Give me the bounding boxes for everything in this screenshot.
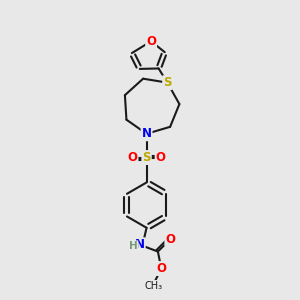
- Text: S: S: [163, 76, 172, 89]
- Text: O: O: [156, 151, 166, 164]
- Text: H: H: [129, 241, 138, 251]
- Text: N: N: [142, 127, 152, 140]
- Text: O: O: [165, 232, 175, 246]
- Text: CH₃: CH₃: [144, 280, 162, 290]
- Text: N: N: [135, 238, 145, 251]
- Text: O: O: [128, 151, 137, 164]
- Text: S: S: [142, 151, 151, 164]
- Text: O: O: [146, 35, 156, 48]
- Text: O: O: [156, 262, 166, 275]
